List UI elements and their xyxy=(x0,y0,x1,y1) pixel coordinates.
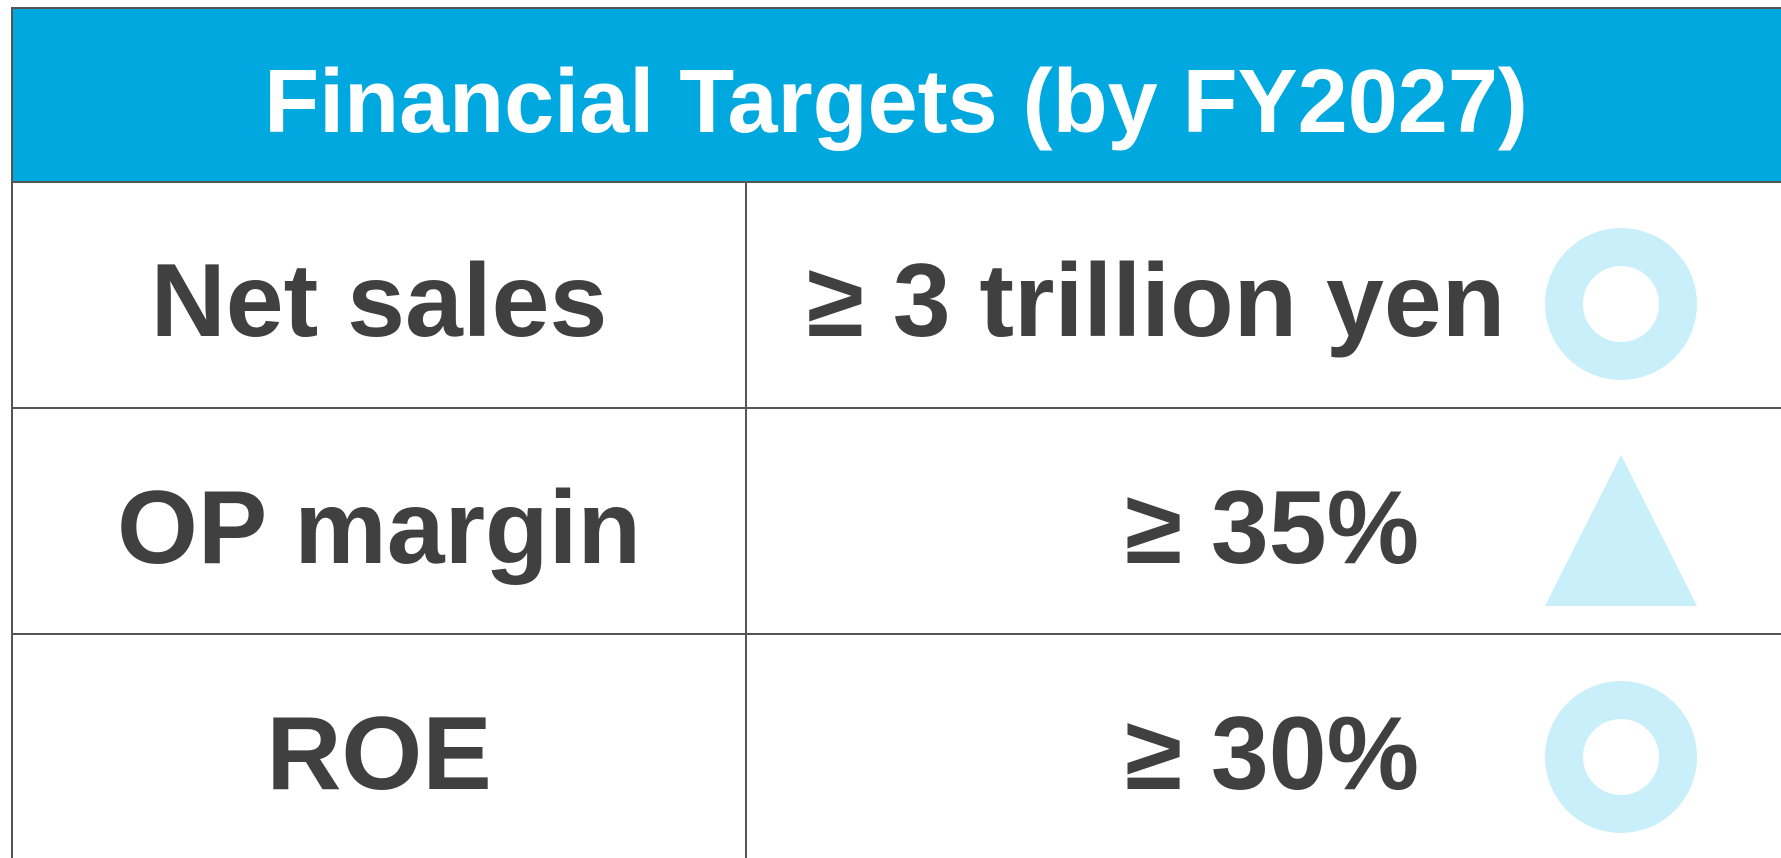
row-label: ROE xyxy=(266,696,491,812)
status-circle xyxy=(1545,228,1697,380)
row-target: ≥ 30% xyxy=(1125,696,1419,812)
header-bar xyxy=(11,8,1781,182)
row-label: OP margin xyxy=(117,470,641,586)
status-triangle xyxy=(1545,455,1697,606)
row-target: ≥ 35% xyxy=(1125,470,1419,586)
row-label: Net sales xyxy=(151,243,608,359)
row-target: ≥ 3 trillion yen xyxy=(807,243,1506,359)
table-title: Financial Targets (by FY2027) xyxy=(264,52,1528,152)
status-circle xyxy=(1545,681,1697,833)
